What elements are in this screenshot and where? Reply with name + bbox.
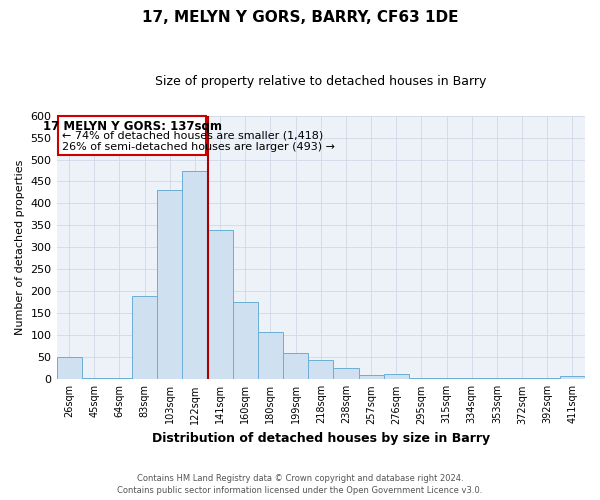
Bar (535, 378, 560, 380)
Text: 17, MELYN Y GORS, BARRY, CF63 1DE: 17, MELYN Y GORS, BARRY, CF63 1DE (142, 10, 458, 25)
Bar (509, 378, 535, 380)
Bar (334, 368, 359, 380)
Bar (82, 378, 107, 380)
Text: ← 74% of detached houses are smaller (1,418): ← 74% of detached houses are smaller (1,… (62, 131, 323, 141)
Bar (107, 378, 132, 380)
Bar (182, 170, 208, 380)
Title: Size of property relative to detached houses in Barry: Size of property relative to detached ho… (155, 75, 487, 88)
Bar (132, 296, 157, 380)
Text: 17 MELYN Y GORS: 137sqm: 17 MELYN Y GORS: 137sqm (43, 120, 221, 133)
Bar (233, 302, 258, 380)
Bar (409, 378, 434, 380)
Text: 26% of semi-detached houses are larger (493) →: 26% of semi-detached houses are larger (… (62, 142, 335, 152)
Bar (359, 375, 383, 380)
Y-axis label: Number of detached properties: Number of detached properties (15, 160, 25, 335)
Bar (283, 353, 308, 380)
Bar (560, 376, 585, 380)
Bar (258, 332, 283, 380)
Bar (434, 378, 459, 380)
Bar (484, 378, 509, 380)
Bar (56, 358, 82, 380)
Bar (157, 190, 182, 380)
X-axis label: Distribution of detached houses by size in Barry: Distribution of detached houses by size … (152, 432, 490, 445)
Bar (459, 378, 484, 380)
Text: Contains HM Land Registry data © Crown copyright and database right 2024.
Contai: Contains HM Land Registry data © Crown c… (118, 474, 482, 495)
Bar (208, 230, 233, 380)
Bar (383, 374, 409, 380)
FancyBboxPatch shape (58, 116, 206, 155)
Bar (308, 360, 334, 380)
